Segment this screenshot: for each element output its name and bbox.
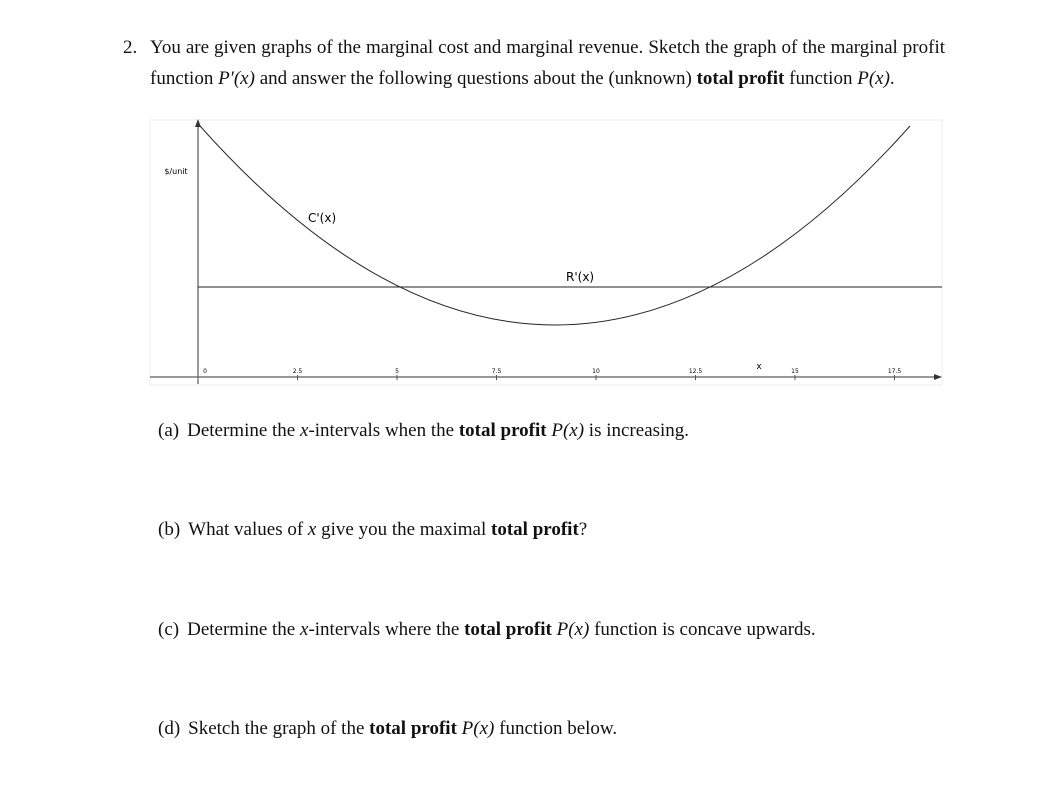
part-b: (b) What values of x give you the maximal… bbox=[158, 519, 587, 541]
question-text: You are given graphs of the marginal cos… bbox=[150, 32, 945, 94]
question: 2. You are given graphs of the marginal … bbox=[123, 32, 945, 94]
x-tick-label: 10 bbox=[592, 368, 600, 375]
text: Determine the bbox=[187, 619, 300, 640]
x-arrow bbox=[934, 374, 942, 380]
text: -intervals when the bbox=[308, 420, 459, 441]
text: ? bbox=[578, 519, 588, 540]
curve-label: R'(x) bbox=[566, 270, 594, 284]
part-label: (d) bbox=[158, 718, 181, 739]
bold-text: total profit bbox=[464, 619, 552, 640]
text: function bbox=[784, 68, 858, 89]
text: What values of bbox=[188, 519, 308, 540]
text: . bbox=[889, 68, 895, 89]
text: Determine the bbox=[187, 420, 300, 441]
text: and answer the following questions about… bbox=[254, 68, 697, 89]
x-tick-label: 5 bbox=[395, 368, 399, 375]
math: x bbox=[300, 619, 309, 640]
text: is increasing. bbox=[584, 420, 690, 441]
part-a: (a) Determine the x-intervals when the to… bbox=[158, 420, 689, 442]
x-tick-label: 12.5 bbox=[689, 368, 703, 375]
math: P′(x) bbox=[218, 68, 255, 89]
part-c: (c) Determine the x-intervals where the t… bbox=[158, 619, 816, 641]
y-arrow bbox=[195, 119, 201, 127]
part-label: (b) bbox=[158, 519, 181, 540]
x-tick-label: 15 bbox=[791, 368, 799, 375]
x-axis-label: x bbox=[756, 362, 762, 372]
math: x bbox=[307, 519, 317, 540]
x-tick-label: 0 bbox=[203, 368, 207, 375]
math: P(x) bbox=[456, 718, 495, 739]
part-d: (d) Sketch the graph of the total profit … bbox=[158, 718, 617, 740]
graph-frame bbox=[149, 119, 943, 386]
graph: $/unit x C'(x) R'(x) 0 2.5 5 7.5 10 12.5 15 17.… bbox=[149, 119, 943, 386]
text: give you the maximal bbox=[316, 519, 492, 540]
y-axis-label: $/unit bbox=[164, 167, 187, 176]
bold-text: total profit bbox=[491, 519, 579, 540]
text: function is concave upwards. bbox=[589, 619, 816, 640]
question-number: 2. bbox=[123, 37, 138, 58]
math: P(x) bbox=[546, 420, 585, 441]
curve-label: C'(x) bbox=[308, 211, 336, 225]
x-tick-label: 7.5 bbox=[492, 368, 502, 375]
bold-text: total profit bbox=[696, 68, 785, 89]
math: P(x) bbox=[857, 68, 890, 89]
x-tick-label: 2.5 bbox=[293, 368, 303, 375]
part-label: (c) bbox=[158, 619, 180, 640]
x-tick-label: 17.5 bbox=[888, 368, 902, 375]
bold-text: total profit bbox=[458, 420, 547, 441]
cost-curve bbox=[199, 125, 911, 326]
text: You are given graphs of the marginal cos… bbox=[150, 37, 945, 89]
text: function below. bbox=[494, 718, 618, 739]
text: Sketch the graph of the bbox=[188, 718, 370, 739]
bold-text: total profit bbox=[369, 718, 457, 739]
math: P(x) bbox=[551, 619, 590, 640]
text: -intervals where the bbox=[308, 619, 465, 640]
math: x bbox=[300, 420, 309, 441]
part-label: (a) bbox=[158, 420, 180, 441]
